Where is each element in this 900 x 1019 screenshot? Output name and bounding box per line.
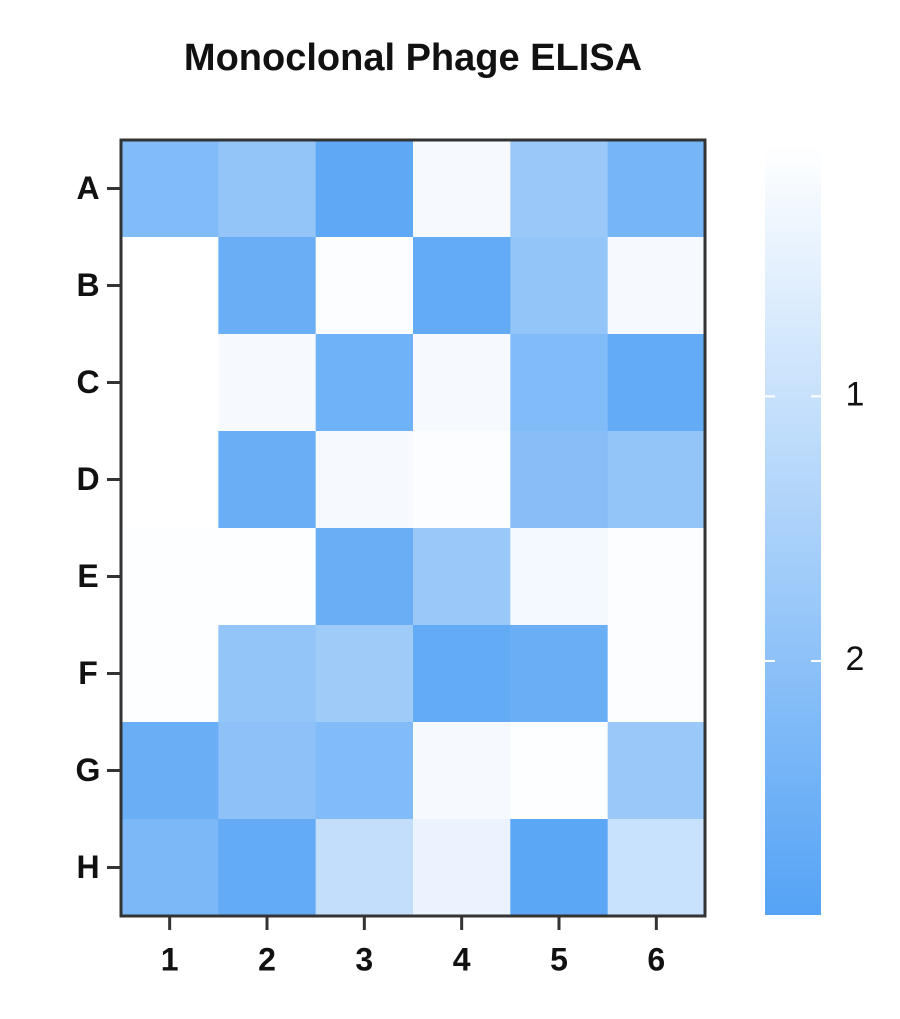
heatmap-cell: [121, 625, 219, 723]
heatmap-cell: [218, 140, 317, 238]
heatmap-cell: [607, 819, 706, 917]
heatmap-cell: [413, 819, 511, 917]
heatmap-cell: [315, 334, 414, 432]
heatmap-cell: [510, 140, 609, 238]
heatmap-cell: [315, 819, 414, 917]
heatmap-cell: [218, 528, 317, 626]
y-tick-label: E: [77, 558, 98, 594]
x-tick-label: 6: [647, 941, 665, 977]
heatmap-cell: [121, 528, 219, 626]
heatmap-cell: [218, 334, 317, 432]
heatmap-cell: [315, 140, 414, 238]
heatmap-cell: [315, 528, 414, 626]
heatmap-cell: [413, 140, 511, 238]
heatmap-cell: [121, 334, 219, 432]
heatmap-cell: [510, 819, 609, 917]
x-tick-label: 2: [258, 941, 276, 977]
heatmap-cell: [218, 431, 317, 529]
heatmap-cell: [315, 431, 414, 529]
colorbar-tick-label: 1: [846, 375, 865, 413]
heatmap-cell: [121, 140, 219, 238]
plot-frame: [119, 138, 707, 918]
heatmap-cell: [510, 237, 609, 335]
heatmap-cell: [607, 140, 706, 238]
heatmap-cell: [510, 431, 609, 529]
heatmap-cell: [607, 528, 706, 626]
x-tick-label: 3: [355, 941, 373, 977]
heatmap-cell: [218, 819, 317, 917]
x-tick-label: 4: [453, 941, 471, 977]
heatmap-cell: [315, 237, 414, 335]
heatmap-cell: [510, 625, 609, 723]
heatmap-cell: [607, 722, 706, 820]
colorbar-tick-label: 2: [846, 640, 865, 678]
heatmap-cell: [413, 528, 511, 626]
heatmap-cell: [413, 625, 511, 723]
heatmap-cell: [607, 334, 706, 432]
heatmap-cell: [510, 334, 609, 432]
heatmap-cell: [315, 722, 414, 820]
heatmap-cell: [315, 625, 414, 723]
heatmap-cell: [218, 237, 317, 335]
y-tick-label: F: [78, 655, 98, 691]
heatmap-cell: [510, 722, 609, 820]
y-tick-label: B: [76, 267, 99, 303]
heatmap-cell: [121, 722, 219, 820]
y-tick-label: D: [76, 461, 99, 497]
colorbar: [765, 145, 821, 915]
y-tick-label: C: [76, 364, 99, 400]
y-tick-label: G: [76, 752, 101, 788]
heatmap-cell: [218, 722, 317, 820]
heatmap-cell: [121, 819, 219, 917]
heatmap-cell: [121, 431, 219, 529]
x-tick-label: 1: [161, 941, 179, 977]
heatmap-cell: [607, 431, 706, 529]
heatmap-cell: [607, 625, 706, 723]
heatmap-cell: [413, 237, 511, 335]
heatmap-cell: [607, 237, 706, 335]
x-tick-label: 5: [550, 941, 568, 977]
y-tick-label: A: [76, 170, 99, 206]
y-tick-label: H: [76, 849, 99, 885]
heatmap-cell: [413, 722, 511, 820]
heatmap-cell: [510, 528, 609, 626]
chart-title: Monoclonal Phage ELISA: [184, 37, 642, 79]
heatmap-cell: [121, 237, 219, 335]
heatmap-cell: [413, 431, 511, 529]
heatmap-cell: [413, 334, 511, 432]
heatmap-cell: [218, 625, 317, 723]
